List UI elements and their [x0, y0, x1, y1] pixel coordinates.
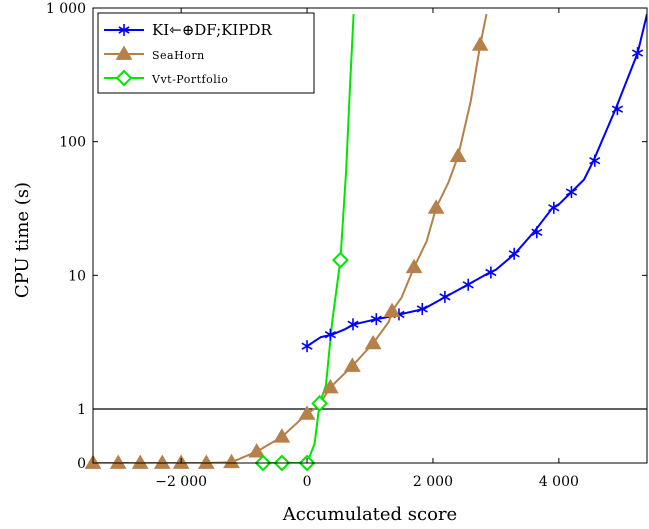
y-tick-label: 0	[77, 456, 86, 472]
series-1-marker	[321, 378, 339, 394]
x-tick-label: −2 000	[155, 474, 207, 490]
series-1-marker	[223, 453, 240, 469]
series-0-marker	[370, 313, 382, 326]
series-2-marker	[311, 395, 329, 412]
series-0-marker	[416, 302, 428, 315]
series-0-marker	[462, 278, 474, 291]
series-0-marker	[611, 103, 624, 116]
series-1-marker	[344, 357, 361, 372]
legend-label: SeaHorn	[152, 49, 205, 62]
tick-layer: 0 1 10 100 1 000 −2 000 0 2 000 4 000	[46, 1, 647, 490]
y-tick-label: 1	[77, 402, 86, 418]
series-1-marker	[109, 454, 127, 469]
legend-swatch-marker	[115, 69, 133, 87]
x-tick-label: 4 000	[539, 474, 579, 490]
series-1-marker	[197, 454, 215, 469]
legend-label: KI⇽⊕DF;KIPDR	[152, 21, 272, 39]
series-1-marker	[364, 334, 382, 350]
series-0-marker	[531, 226, 543, 239]
series-0-marker	[508, 247, 520, 260]
series-1-marker	[248, 443, 266, 458]
x-axis-label: Accumulated score	[282, 504, 457, 525]
series-0-marker	[324, 328, 336, 341]
series-0-marker	[565, 186, 578, 199]
legend-swatch-marker	[118, 24, 130, 36]
y-tick-label: 1 000	[46, 1, 86, 17]
y-axis-label: CPU time (s)	[12, 182, 33, 298]
series-1-marker	[449, 147, 467, 162]
y-tick-label: 100	[59, 135, 86, 151]
series-0-marker	[631, 47, 644, 60]
series-0-marker	[548, 201, 560, 214]
series-0-marker	[301, 340, 313, 353]
series-1-marker	[298, 405, 316, 420]
legend-swatch-marker	[115, 45, 133, 60]
series-1-marker	[131, 454, 149, 469]
y-tick-label: 10	[68, 268, 86, 284]
series-1-marker	[153, 454, 171, 469]
series-0-marker	[347, 318, 359, 331]
series-2-marker	[331, 251, 349, 269]
series-0-marker	[439, 290, 451, 303]
series-1-marker	[471, 36, 489, 51]
series-0-marker	[589, 154, 601, 167]
x-tick-label: 0	[303, 474, 312, 490]
plot-frame	[92, 7, 648, 464]
legend-label: Vvt-Portfolio	[151, 73, 228, 86]
series-1-marker	[383, 302, 401, 318]
series-1-marker	[427, 199, 445, 214]
series-1-marker	[405, 258, 423, 274]
series-1-marker	[273, 428, 291, 443]
x-tick-label: 2 000	[413, 474, 453, 490]
series-line-2	[263, 14, 355, 463]
legend: KI⇽⊕DF;KIPDR SeaHorn Vvt-Portfolio	[97, 12, 315, 94]
series-0-marker	[485, 266, 497, 279]
